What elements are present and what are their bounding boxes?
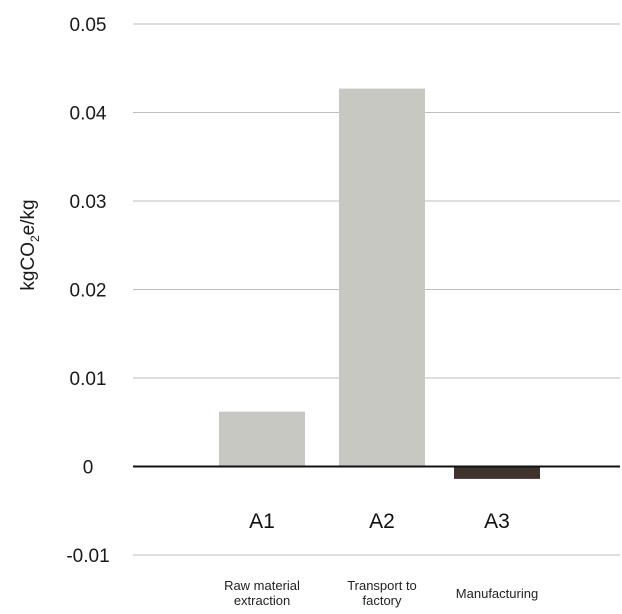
bar-a1 — [219, 411, 305, 467]
y-tick-label: 0.05 — [70, 15, 107, 36]
category-label: Manufacturing — [456, 586, 538, 601]
y-tick-label: 0.04 — [70, 104, 107, 125]
category-codes: A1 A2 A3 — [249, 510, 510, 533]
y-tick-label: -0.01 — [66, 546, 109, 567]
category-label-line: Raw material — [224, 578, 300, 593]
category-code: A3 — [484, 510, 510, 533]
category-code: A2 — [369, 510, 395, 533]
category-label-line: factory — [362, 593, 402, 608]
y-axis-label: kgCO2e/kg — [18, 199, 42, 290]
y-tick-label: 0.03 — [70, 192, 107, 213]
y-tick-label: 0 — [83, 458, 94, 479]
y-axis-label-suffix: e/kg — [18, 199, 39, 235]
category-label-line: Transport to — [347, 578, 417, 593]
category-label: Transport to factory — [347, 578, 417, 608]
y-tick-labels: 0.05 0.04 0.03 0.02 0.01 0 -0.01 — [66, 15, 109, 567]
category-code: A1 — [249, 510, 275, 533]
category-label: Raw material extraction — [224, 578, 300, 608]
bar-a2 — [339, 88, 425, 467]
y-tick-label: 0.02 — [70, 281, 107, 302]
category-label-line: extraction — [234, 593, 290, 608]
bar-a3 — [454, 466, 540, 479]
y-axis-label-prefix: kgCO — [18, 242, 39, 291]
category-labels: Raw material extraction Transport to factor… — [224, 578, 538, 608]
y-tick-label: 0.01 — [70, 369, 107, 390]
bars — [219, 88, 540, 479]
category-label-line: Manufacturing — [456, 586, 538, 601]
y-axis-label-subscript: 2 — [28, 235, 42, 242]
